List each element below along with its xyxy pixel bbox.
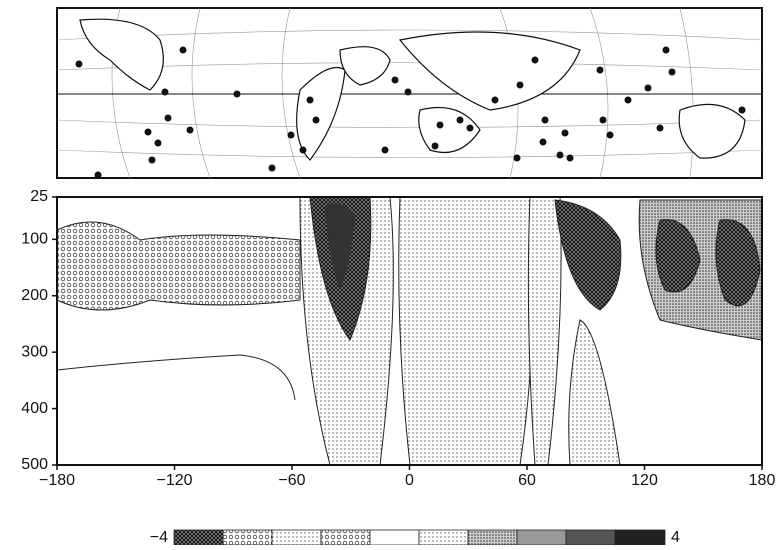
colorbar-label: −4: [150, 529, 168, 545]
y-tick-label: 200: [21, 287, 48, 304]
contour-field: [56, 196, 763, 466]
y-tick-label: 500: [21, 456, 48, 473]
x-tick-label: 120: [631, 472, 658, 489]
x-tick-label: 180: [749, 472, 776, 489]
x-tick-label: 60: [518, 472, 536, 489]
x-tick-label: 0: [405, 472, 414, 489]
y-tick-label: 100: [21, 231, 48, 248]
colorbar-label: 4: [671, 529, 680, 545]
colorbar: [173, 529, 666, 546]
y-tick-label: 300: [21, 343, 48, 360]
x-tick-label: −60: [278, 472, 305, 489]
map-panel: [56, 7, 763, 179]
y-tick-label: 400: [21, 400, 48, 417]
y-tick-label: 25: [30, 188, 48, 205]
x-tick-label: −120: [156, 472, 192, 489]
x-tick-label: −180: [39, 472, 75, 489]
